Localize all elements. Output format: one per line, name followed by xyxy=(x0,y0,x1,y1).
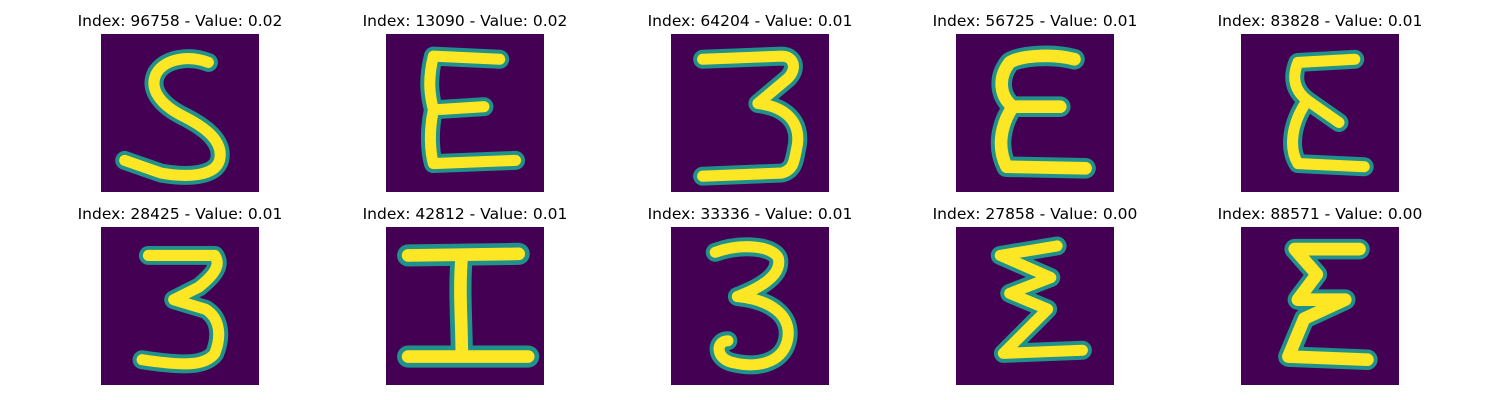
sample-image xyxy=(671,227,829,385)
panel-title: Index: 27858 - Value: 0.00 xyxy=(932,205,1138,223)
glyph-e-drawing xyxy=(1283,49,1374,177)
panel-title: Index: 64204 - Value: 0.01 xyxy=(647,12,853,30)
sample-image xyxy=(956,227,1114,385)
panel-title: Index: 28425 - Value: 0.01 xyxy=(77,205,283,223)
panel-title: Index: 13090 - Value: 0.02 xyxy=(362,12,568,30)
glyph-i-drawing xyxy=(397,242,540,368)
sample-image xyxy=(1241,34,1399,192)
sample-image xyxy=(386,34,544,192)
glyph-3-drawing xyxy=(132,245,229,374)
sample-image xyxy=(101,34,259,192)
sample-image xyxy=(386,227,544,385)
panel-title: Index: 83828 - Value: 0.01 xyxy=(1217,12,1423,30)
sample-image xyxy=(101,227,259,385)
glyph-3-drawing xyxy=(705,237,798,375)
glyph-e-drawing xyxy=(990,45,1096,179)
glyph-sigma-drawing xyxy=(990,236,1092,363)
glyph-sigma-drawing xyxy=(1278,238,1378,370)
glyph-3-drawing xyxy=(693,46,808,186)
sample-image xyxy=(671,34,829,192)
sample-image xyxy=(956,34,1114,192)
panel-title: Index: 42812 - Value: 0.01 xyxy=(362,205,568,223)
panel-title: Index: 88571 - Value: 0.00 xyxy=(1217,205,1423,223)
glyph-e-drawing xyxy=(420,46,526,174)
panel-title: Index: 56725 - Value: 0.01 xyxy=(932,12,1138,30)
glyph-5-drawing xyxy=(115,49,230,185)
sample-image xyxy=(1241,227,1399,385)
panel-title: Index: 33336 - Value: 0.01 xyxy=(647,205,853,223)
panel-title: Index: 96758 - Value: 0.02 xyxy=(77,12,283,30)
